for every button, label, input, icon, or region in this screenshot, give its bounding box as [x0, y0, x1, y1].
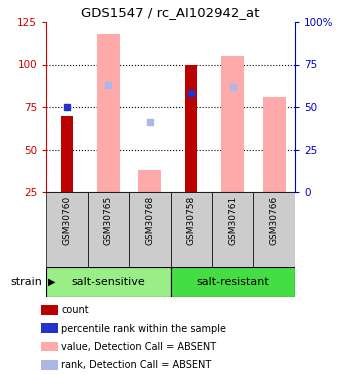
Text: GSM30758: GSM30758 — [187, 196, 196, 245]
Bar — [41, 324, 58, 333]
Text: GSM30761: GSM30761 — [228, 196, 237, 245]
Text: value, Detection Call = ABSENT: value, Detection Call = ABSENT — [61, 342, 217, 352]
Bar — [97, 34, 120, 192]
Bar — [263, 97, 286, 192]
Bar — [212, 192, 253, 267]
Bar — [253, 192, 295, 267]
Bar — [41, 342, 58, 351]
Bar — [170, 192, 212, 267]
Text: ▶: ▶ — [48, 277, 55, 287]
Bar — [41, 305, 58, 315]
Bar — [46, 267, 170, 297]
Title: GDS1547 / rc_AI102942_at: GDS1547 / rc_AI102942_at — [81, 6, 260, 20]
Bar — [61, 116, 73, 192]
Text: percentile rank within the sample: percentile rank within the sample — [61, 324, 226, 334]
Text: GSM30768: GSM30768 — [145, 196, 154, 245]
Text: salt-resistant: salt-resistant — [196, 277, 269, 287]
Bar — [170, 267, 295, 297]
Bar — [186, 64, 197, 192]
Text: strain: strain — [11, 277, 43, 287]
Text: rank, Detection Call = ABSENT: rank, Detection Call = ABSENT — [61, 360, 212, 370]
Bar — [41, 360, 58, 370]
Bar — [129, 192, 170, 267]
Text: GSM30766: GSM30766 — [270, 196, 279, 245]
Bar — [46, 192, 88, 267]
Text: GSM30765: GSM30765 — [104, 196, 113, 245]
Text: GSM30760: GSM30760 — [62, 196, 71, 245]
Bar — [88, 192, 129, 267]
Bar — [138, 170, 161, 192]
Bar — [221, 56, 244, 192]
Text: salt-sensitive: salt-sensitive — [71, 277, 145, 287]
Text: count: count — [61, 305, 89, 315]
